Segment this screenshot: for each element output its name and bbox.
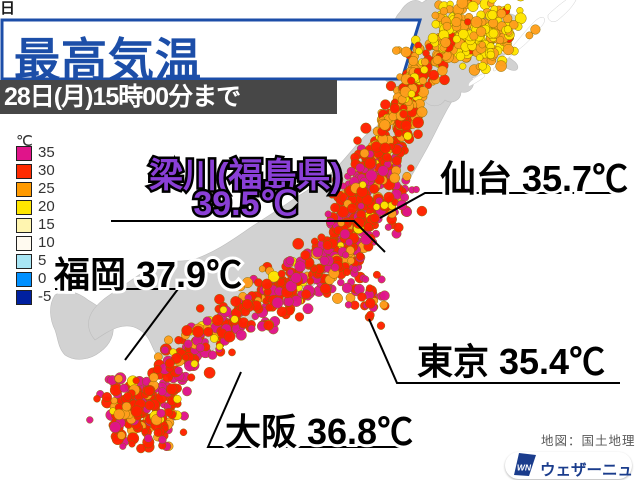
svg-text:WN: WN	[517, 463, 532, 473]
